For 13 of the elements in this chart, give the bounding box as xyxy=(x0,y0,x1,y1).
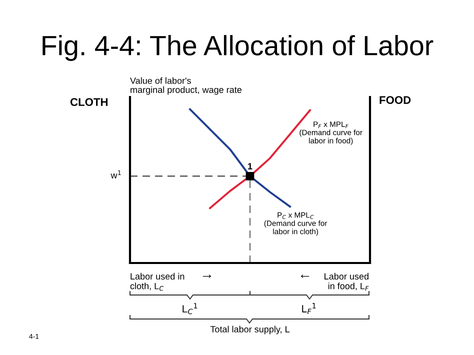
text: L$_{F}$$^{1}$ xyxy=(302,303,316,314)
text: Labor used in food, L$_{F}$ xyxy=(324,272,369,291)
ref-line-label: w$^{1}$ xyxy=(110,170,121,178)
y-axis-title: Value of labor's marginal product, wage rate xyxy=(130,77,242,95)
text: FOOD xyxy=(380,96,411,104)
text: L$_{C}$$^{1}$ xyxy=(182,303,198,314)
text: Total labor supply, L xyxy=(210,326,290,334)
text: Labor used in cloth, L$_{C}$ xyxy=(130,272,184,291)
chart-title: Fig. 4-4: The Allocation of Labor xyxy=(42,35,434,61)
text: → xyxy=(202,274,212,278)
text: ← xyxy=(300,274,310,278)
text: CLOTH xyxy=(70,98,108,106)
annotation: 1 xyxy=(248,163,252,170)
